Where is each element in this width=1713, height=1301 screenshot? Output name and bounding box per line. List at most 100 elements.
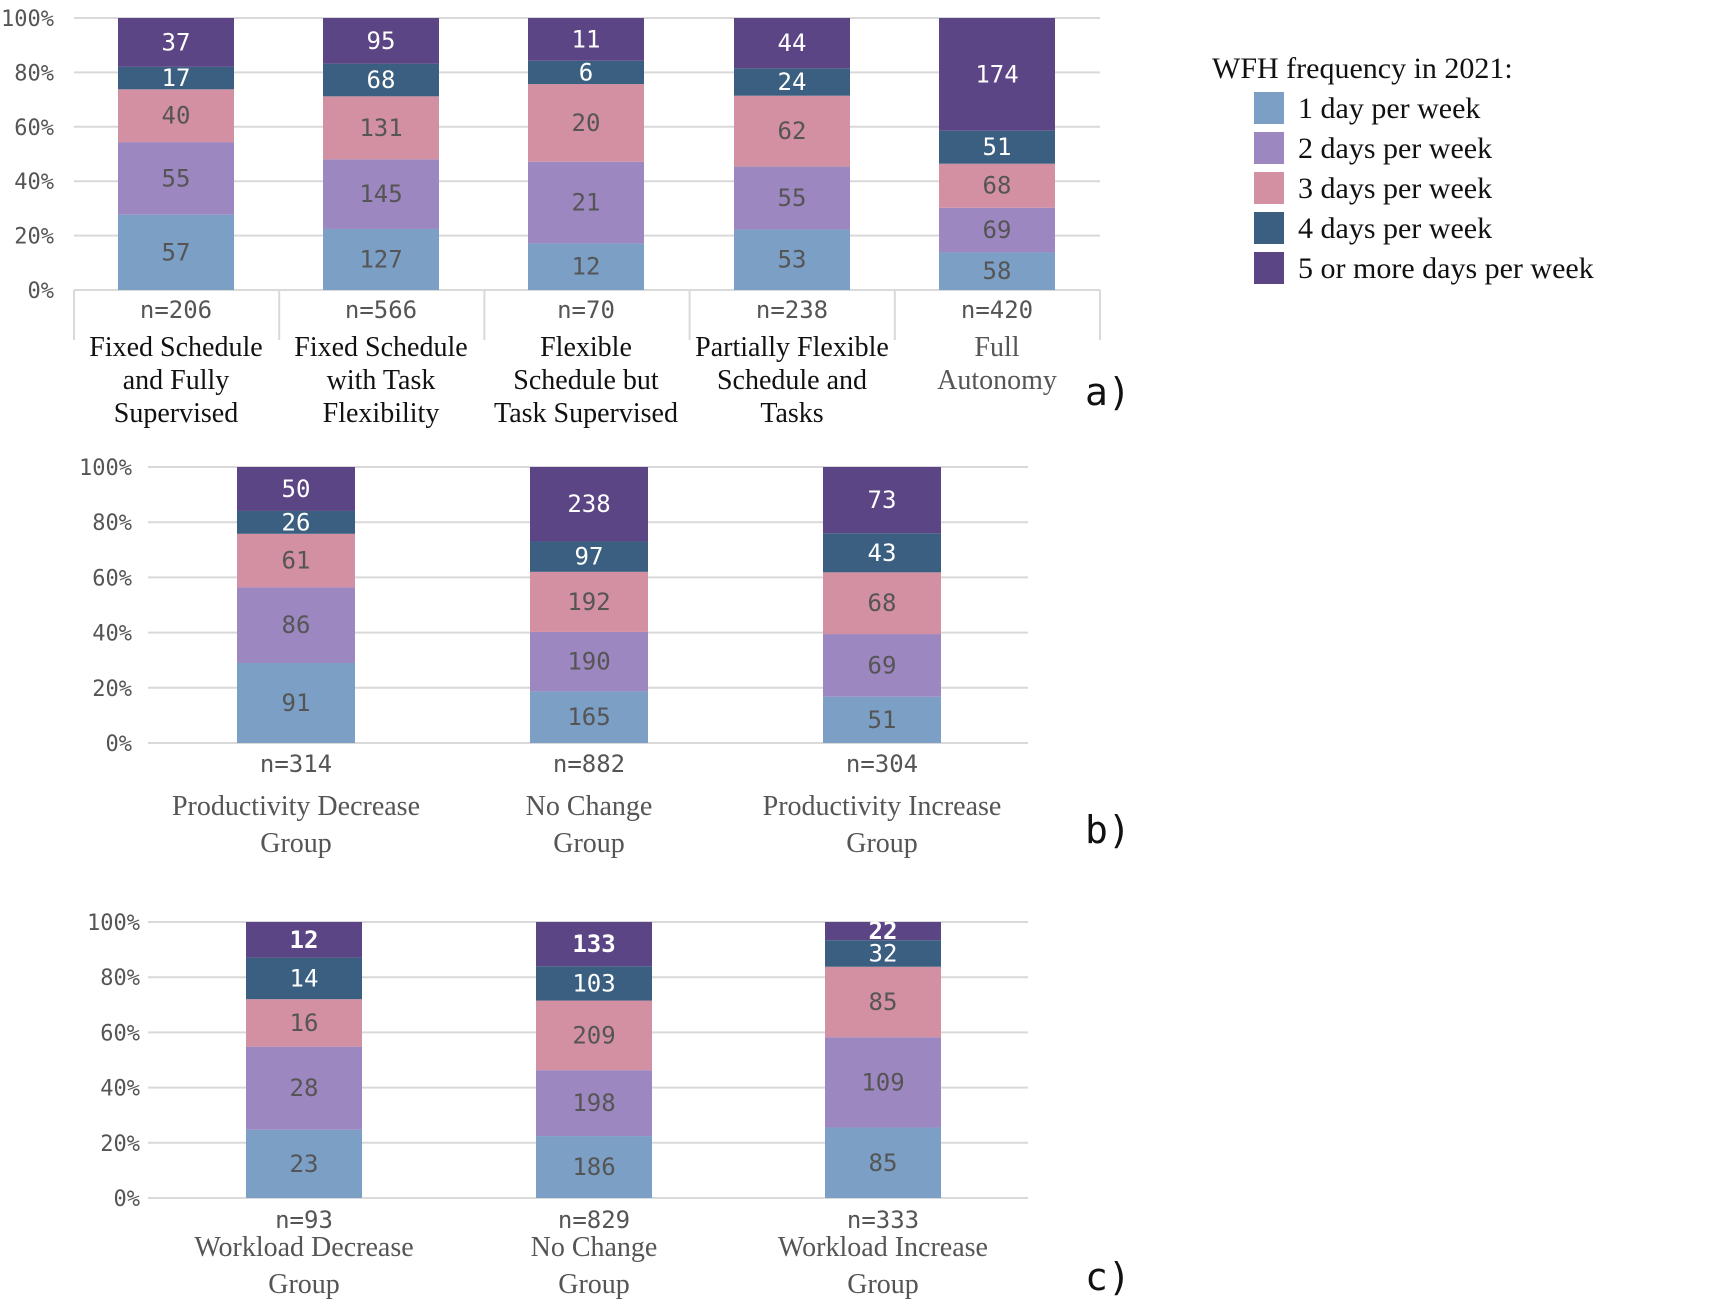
data-label: 58 — [983, 257, 1012, 285]
data-label: 174 — [975, 60, 1018, 88]
data-label: 69 — [868, 651, 897, 679]
data-label: 127 — [359, 245, 402, 273]
data-label: 40 — [162, 102, 191, 130]
bar-segment — [323, 96, 439, 160]
data-label: 37 — [162, 28, 191, 56]
bar-segment — [530, 467, 648, 542]
bar-segment — [237, 533, 355, 588]
bar-stack: 57 55 40 17 37 — [118, 18, 234, 290]
category-label: Group — [558, 1269, 630, 1300]
category-label: Flexible — [540, 332, 632, 363]
bar-stack: 23 28 16 14 12 — [246, 922, 362, 1198]
data-label: 198 — [572, 1089, 615, 1117]
category-label: Group — [260, 828, 332, 859]
data-label: 238 — [567, 490, 610, 518]
category-label: Autonomy — [937, 365, 1057, 396]
bar-segment — [528, 60, 644, 85]
data-label: 109 — [861, 1068, 904, 1096]
y-tick-label: 80% — [14, 61, 54, 86]
data-label: 16 — [290, 1009, 319, 1037]
bar-segment — [246, 957, 362, 1000]
data-label: 186 — [572, 1153, 615, 1181]
data-label: 68 — [983, 172, 1012, 200]
y-tick-label: 20% — [100, 1132, 140, 1157]
legend-swatch — [1254, 132, 1284, 164]
data-label: 23 — [290, 1150, 319, 1178]
chart-panel-2: 0% 20% 40% 60% 80% 100% 91 86 61 26 50 n=314 Product… — [79, 456, 1131, 859]
bar-segment — [823, 696, 941, 743]
bar-segment — [734, 68, 850, 96]
legend-swatch — [1254, 212, 1284, 244]
bar-stack: 58 69 68 51 174 — [939, 18, 1055, 290]
legend-item-label: 3 days per week — [1298, 172, 1492, 205]
data-label: 69 — [983, 216, 1012, 244]
category-label: No Change — [526, 791, 653, 822]
legend-swatch — [1254, 252, 1284, 284]
data-label: 32 — [869, 939, 898, 967]
bar-segment — [536, 1000, 652, 1071]
y-tick-label: 20% — [14, 225, 54, 250]
sample-size-label: n=206 — [140, 296, 212, 324]
y-tick-label: 80% — [92, 511, 132, 536]
panel-tag: b) — [1085, 808, 1131, 852]
bar-segment — [939, 252, 1055, 290]
sample-size-label: n=333 — [847, 1206, 919, 1234]
sample-size-label: n=70 — [557, 296, 615, 324]
data-label: 190 — [567, 648, 610, 676]
bar-segment — [734, 229, 850, 290]
data-label: 55 — [162, 164, 191, 192]
bar-stack: 165 190 192 97 238 — [530, 467, 648, 743]
sample-size-label: n=304 — [846, 750, 918, 778]
y-tick-label: 60% — [100, 1021, 140, 1046]
data-label: 12 — [572, 253, 601, 281]
legend-item-label: 4 days per week — [1298, 212, 1492, 245]
data-label: 86 — [282, 611, 311, 639]
y-tick-label: 100% — [87, 911, 140, 936]
bar-segment — [323, 159, 439, 229]
y-tick-label: 60% — [14, 116, 54, 141]
sample-size-label: n=420 — [961, 296, 1033, 324]
bar-segment — [939, 18, 1055, 131]
y-tick-label: 0% — [106, 732, 133, 757]
y-tick-label: 100% — [79, 456, 132, 481]
panel-tag: c) — [1085, 1255, 1131, 1299]
data-label: 91 — [282, 689, 311, 717]
category-label: Tasks — [760, 398, 823, 429]
bar-segment — [237, 510, 355, 534]
bar-segment — [237, 467, 355, 511]
bar-segment — [734, 166, 850, 230]
sample-size-label: n=566 — [345, 296, 417, 324]
bar-segment — [825, 1127, 941, 1198]
legend-item-label: 1 day per week — [1298, 92, 1480, 125]
chart-panel-3: 0%20%40%60%80%100%2328161412n=93Workload… — [87, 911, 1131, 1300]
bar-segment — [246, 999, 362, 1047]
data-label: 62 — [778, 117, 807, 145]
bar-segment — [530, 691, 648, 743]
category-label: Fixed Schedule — [89, 332, 262, 363]
category-label: Group — [847, 1269, 919, 1300]
category-label: Workload Decrease — [194, 1232, 413, 1263]
data-label: 209 — [572, 1021, 615, 1049]
data-label: 26 — [282, 508, 311, 536]
category-label: Schedule and — [717, 365, 867, 396]
bar-stack: 12 21 20 6 11 — [528, 18, 644, 290]
category-label: Supervised — [114, 398, 238, 429]
legend-item-label: 5 or more days per week — [1298, 252, 1594, 285]
category-label: and Fully — [123, 365, 230, 396]
y-tick-label: 0% — [114, 1187, 141, 1212]
legend-title: WFH frequency in 2021: — [1212, 52, 1513, 85]
bar-segment — [734, 95, 850, 167]
y-tick-label: 20% — [92, 677, 132, 702]
bar-segment — [939, 163, 1055, 208]
category-label: Productivity Increase — [763, 791, 1002, 822]
data-label: 73 — [868, 486, 897, 514]
data-label: 24 — [778, 68, 807, 96]
bar-segment — [823, 572, 941, 635]
bar-segment — [823, 533, 941, 573]
y-tick-label: 0% — [28, 279, 55, 304]
category-label: Fixed Schedule — [294, 332, 467, 363]
data-label: 95 — [367, 27, 396, 55]
bar-segment — [528, 18, 644, 61]
